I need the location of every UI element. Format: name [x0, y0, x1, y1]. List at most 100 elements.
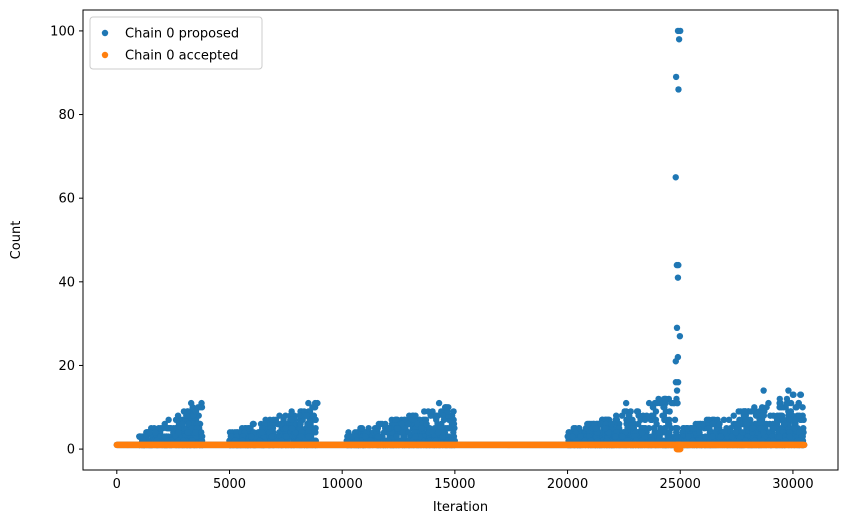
- proposed-point: [577, 433, 584, 440]
- proposed-point: [645, 399, 653, 407]
- proposed-point: [790, 391, 797, 398]
- proposed-point: [675, 86, 682, 93]
- proposed-point: [312, 424, 319, 432]
- proposed-point: [790, 424, 798, 432]
- proposed-point: [268, 433, 275, 440]
- proposed-point: [760, 387, 767, 394]
- proposed-point: [570, 424, 577, 432]
- proposed-point: [728, 433, 736, 440]
- proposed-points: [113, 27, 808, 449]
- proposed-point: [797, 391, 804, 398]
- proposed-point: [187, 399, 195, 407]
- proposed-point: [702, 433, 709, 440]
- proposed-point: [716, 420, 723, 428]
- accepted-points: [113, 441, 808, 453]
- proposed-point: [303, 412, 311, 419]
- proposed-point: [673, 324, 681, 332]
- proposed-point: [198, 433, 206, 440]
- proposed-point: [743, 420, 751, 428]
- proposed-point: [311, 399, 319, 407]
- proposed-point: [597, 420, 605, 428]
- proposed-point: [661, 429, 668, 436]
- proposed-point: [787, 416, 795, 424]
- proposed-point: [725, 416, 733, 424]
- proposed-point: [736, 420, 743, 428]
- proposed-point: [638, 429, 646, 436]
- proposed-point: [405, 429, 412, 436]
- proposed-point: [258, 429, 266, 436]
- proposed-point: [146, 429, 153, 436]
- proposed-point: [699, 420, 706, 428]
- proposed-point: [612, 433, 619, 440]
- proposed-point: [777, 412, 785, 419]
- proposed-point: [152, 429, 159, 436]
- proposed-point: [575, 424, 583, 432]
- proposed-point: [661, 395, 669, 403]
- proposed-point: [358, 424, 366, 432]
- proposed-point: [439, 429, 446, 436]
- proposed-point: [385, 424, 392, 432]
- proposed-point: [672, 358, 679, 365]
- proposed-point: [276, 412, 283, 419]
- proposed-point: [674, 274, 682, 281]
- proposed-point: [245, 424, 253, 432]
- proposed-point: [361, 433, 369, 440]
- proposed-point: [732, 429, 739, 436]
- proposed-point: [584, 420, 591, 428]
- proposed-point: [677, 27, 684, 35]
- proposed-point: [672, 73, 680, 81]
- proposed-point: [758, 412, 765, 419]
- proposed-point: [307, 420, 314, 428]
- proposed-point: [696, 429, 703, 436]
- proposed-point: [792, 416, 799, 424]
- proposed-point: [440, 416, 448, 424]
- proposed-point: [399, 429, 406, 436]
- proposed-point: [655, 395, 662, 403]
- proposed-point: [792, 404, 800, 411]
- proposed-point: [760, 429, 767, 436]
- proposed-point: [720, 416, 728, 424]
- proposed-point: [767, 412, 774, 419]
- proposed-point: [608, 420, 615, 428]
- proposed-point: [721, 429, 728, 436]
- proposed-point: [348, 433, 356, 440]
- proposed-point: [394, 424, 401, 432]
- proposed-point: [184, 429, 192, 436]
- proposed-point: [694, 420, 702, 428]
- proposed-point: [709, 433, 716, 440]
- proposed-point: [666, 416, 673, 424]
- proposed-point: [592, 424, 599, 432]
- proposed-point: [564, 433, 571, 440]
- proposed-point: [634, 420, 642, 428]
- proposed-point: [672, 174, 679, 181]
- proposed-point: [650, 412, 657, 419]
- proposed-point: [625, 412, 632, 419]
- proposed-point: [689, 424, 697, 432]
- proposed-point: [569, 433, 576, 440]
- proposed-point: [666, 408, 673, 415]
- proposed-point: [392, 416, 399, 424]
- proposed-point: [165, 424, 172, 432]
- proposed-point: [770, 424, 777, 432]
- proposed-point: [676, 332, 684, 340]
- proposed-point: [749, 424, 756, 432]
- proposed-point: [645, 424, 653, 432]
- proposed-point: [717, 433, 725, 440]
- proposed-point: [435, 399, 443, 407]
- proposed-point: [450, 408, 457, 415]
- proposed-point: [312, 416, 319, 424]
- proposed-point: [776, 433, 783, 440]
- proposed-point: [763, 404, 770, 411]
- proposed-point: [375, 433, 382, 440]
- proposed-point: [799, 404, 806, 411]
- proposed-point: [602, 424, 609, 432]
- proposed-point: [674, 399, 681, 407]
- proposed-point: [650, 424, 658, 432]
- proposed-point: [414, 420, 421, 428]
- proposed-point: [739, 429, 746, 436]
- proposed-point: [666, 429, 673, 436]
- proposed-point: [288, 424, 296, 432]
- proposed-point: [288, 408, 295, 415]
- proposed-point: [194, 404, 202, 411]
